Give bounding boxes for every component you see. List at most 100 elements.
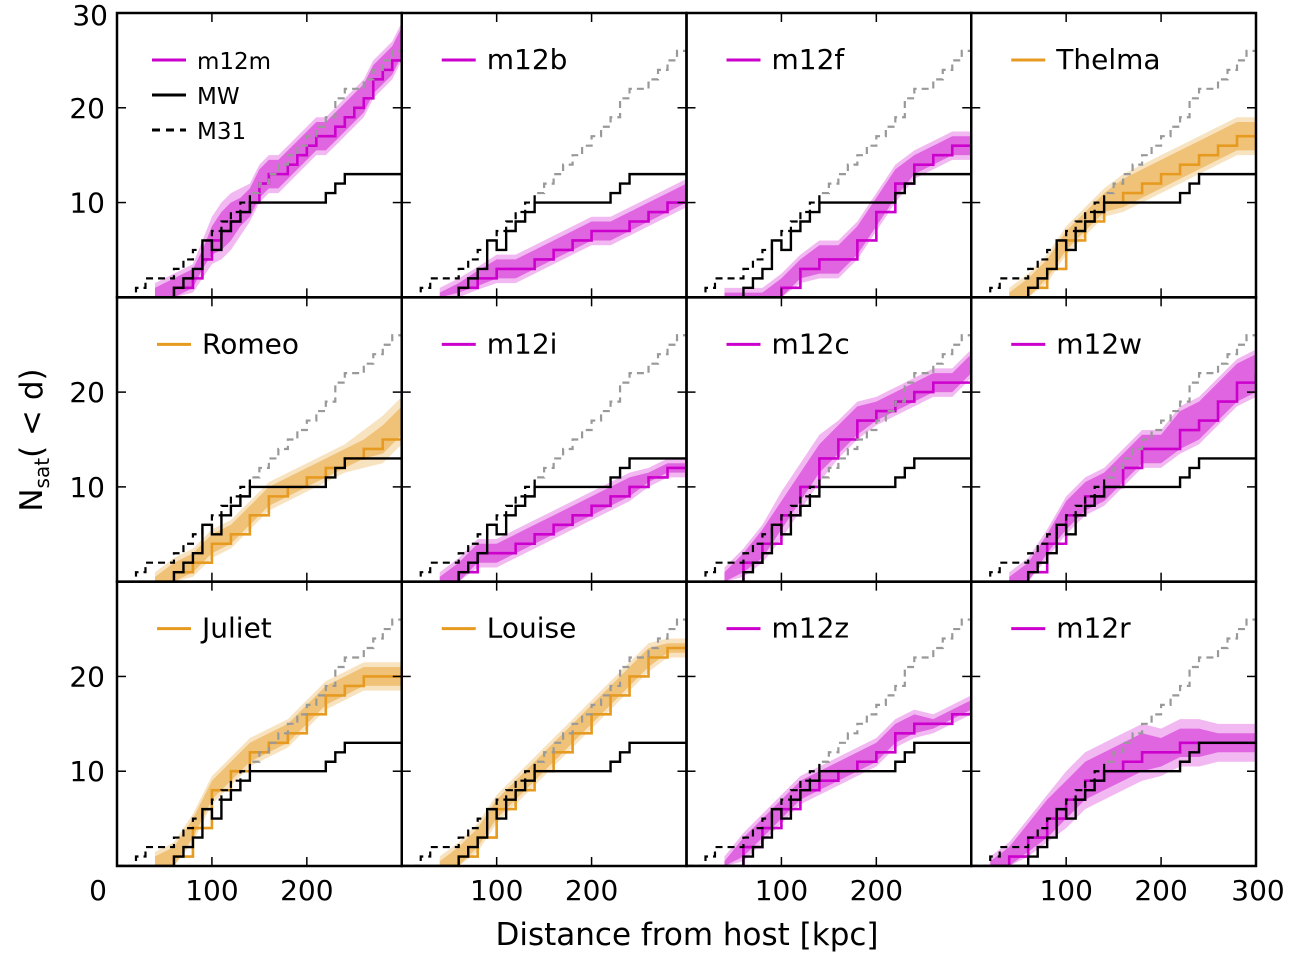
legend-label-m12f: m12f	[772, 43, 846, 76]
legend-label-m12w: m12w	[1056, 327, 1142, 360]
x-tick-label: 200	[850, 874, 903, 907]
x-axis-label: Distance from host [kpc]	[495, 917, 878, 953]
y-corner-label-top: 30	[72, 0, 108, 32]
scatter-band-inner	[154, 406, 402, 582]
m31-reference-line	[686, 477, 821, 582]
legend-label-thelma: Thelma	[1055, 43, 1160, 76]
mw-reference-line	[401, 741, 687, 867]
median-line-m12c	[724, 363, 972, 582]
legend-label-m12b: m12b	[487, 43, 568, 76]
x-tick-label: 200	[565, 874, 618, 907]
legend-label-m12m: m12m	[197, 49, 271, 75]
m31-reference-line	[686, 761, 821, 867]
panel-m12z: 100 200 m12z	[685, 580, 973, 907]
y-axis-label-main: N	[14, 488, 50, 511]
x-tick-label: 100	[755, 874, 808, 907]
scatter-band-outer	[1009, 117, 1256, 298]
legend-label-m12c: m12c	[772, 327, 850, 360]
panel-m12b: m12b	[400, 11, 688, 299]
scatter-band-outer	[1009, 349, 1256, 582]
scatter-band-inner	[724, 136, 972, 298]
y-axis-label: Nsat( < d)	[14, 368, 54, 511]
y-tick-label: 20	[69, 376, 105, 409]
panel-m12f: m12f	[685, 11, 973, 299]
m31-reference-line-far	[248, 334, 402, 487]
scatter-band-inner	[154, 27, 402, 298]
panel-thelma: Thelma	[970, 11, 1258, 299]
m31-reference-line	[401, 477, 536, 582]
panels-layer: 10 20 m12m MW M31 m12b m12f Thelma 10 20 Romeo m12i…	[69, 11, 1258, 907]
y-tick-label: 20	[69, 92, 105, 125]
legend-label-m12z: m12z	[772, 612, 850, 645]
y-tick-label: 20	[69, 660, 105, 693]
x-corner-label-left: 0	[89, 874, 107, 907]
panel-plot-area	[686, 334, 972, 582]
panel-louise: 100 200 Louise	[400, 580, 688, 907]
scatter-band-outer	[439, 458, 687, 582]
x-tick-label: 200	[280, 874, 333, 907]
m31-reference-line-far	[1103, 49, 1256, 203]
m31-reference-line-far	[1103, 618, 1256, 772]
mw-reference-line	[971, 457, 1256, 582]
panel-m12r: 100 200 m12r	[970, 580, 1258, 907]
m31-reference-line	[971, 477, 1106, 582]
mw-reference-line	[117, 172, 402, 298]
panel-m12m: 10 20 m12m MW M31	[69, 11, 403, 299]
scatter-band-inner	[724, 354, 972, 582]
m31-reference-line	[401, 193, 536, 298]
panel-plot-area	[117, 618, 402, 867]
mw-reference-line	[686, 741, 972, 867]
legend-label-m12i: m12i	[487, 327, 558, 360]
m31-reference-line	[117, 761, 251, 867]
mw-reference-line	[971, 172, 1256, 298]
mw-reference-line	[117, 741, 402, 867]
x-tick-label: 200	[1134, 874, 1187, 907]
panel-plot-area	[401, 49, 687, 298]
panel-plot-area	[117, 334, 402, 582]
panel-m12w: m12w	[970, 296, 1258, 583]
panel-plot-area	[117, 22, 402, 298]
median-line-m12w	[1009, 373, 1256, 582]
legend-label-m12r: m12r	[1056, 612, 1131, 645]
m31-reference-line	[117, 193, 251, 298]
median-line-m12i	[439, 466, 687, 582]
m31-reference-line	[686, 193, 821, 298]
mw-reference-line	[686, 457, 972, 582]
panel-romeo: 10 20 Romeo	[69, 296, 403, 583]
legend-label-louise: Louise	[487, 612, 577, 645]
y-axis-label-subscript: sat	[30, 458, 54, 489]
m31-reference-line-far	[248, 49, 402, 203]
mw-reference-line	[686, 172, 972, 298]
panel-m12i: m12i	[400, 296, 688, 583]
m31-reference-line-far	[248, 618, 402, 772]
legend-label-mw: MW	[197, 84, 240, 110]
mw-reference-line	[401, 457, 687, 582]
scatter-band-inner	[154, 666, 402, 866]
x-tick-label: 100	[470, 874, 523, 907]
legend-label-romeo: Romeo	[202, 327, 299, 360]
y-tick-label: 10	[69, 755, 105, 788]
scatter-band-outer	[154, 662, 402, 866]
m31-reference-line-far	[533, 334, 687, 487]
y-tick-label: 10	[69, 187, 105, 220]
scatter-band-outer	[154, 22, 402, 298]
x-corner-label-right: 300	[1231, 874, 1284, 907]
panel-juliet: 100 200 10 20 Juliet	[69, 580, 403, 907]
legend-label-m31: M31	[197, 119, 246, 145]
m31-reference-line-far	[533, 49, 687, 203]
m31-reference-line-far	[1103, 334, 1256, 487]
m31-reference-line	[971, 193, 1106, 298]
m31-reference-line	[117, 477, 251, 582]
mw-reference-line	[117, 457, 402, 582]
y-axis-label-tail: ( < d)	[14, 368, 50, 458]
m31-reference-line-far	[818, 618, 972, 772]
scatter-band-outer	[724, 695, 972, 866]
panel-plot-area	[401, 334, 687, 582]
x-tick-label: 100	[1039, 874, 1092, 907]
panel-frame	[970, 580, 1258, 868]
legend-label-juliet: Juliet	[200, 612, 272, 645]
m31-reference-line	[971, 761, 1106, 867]
panel-m12c: m12c	[685, 296, 973, 583]
m31-reference-line	[401, 761, 536, 867]
